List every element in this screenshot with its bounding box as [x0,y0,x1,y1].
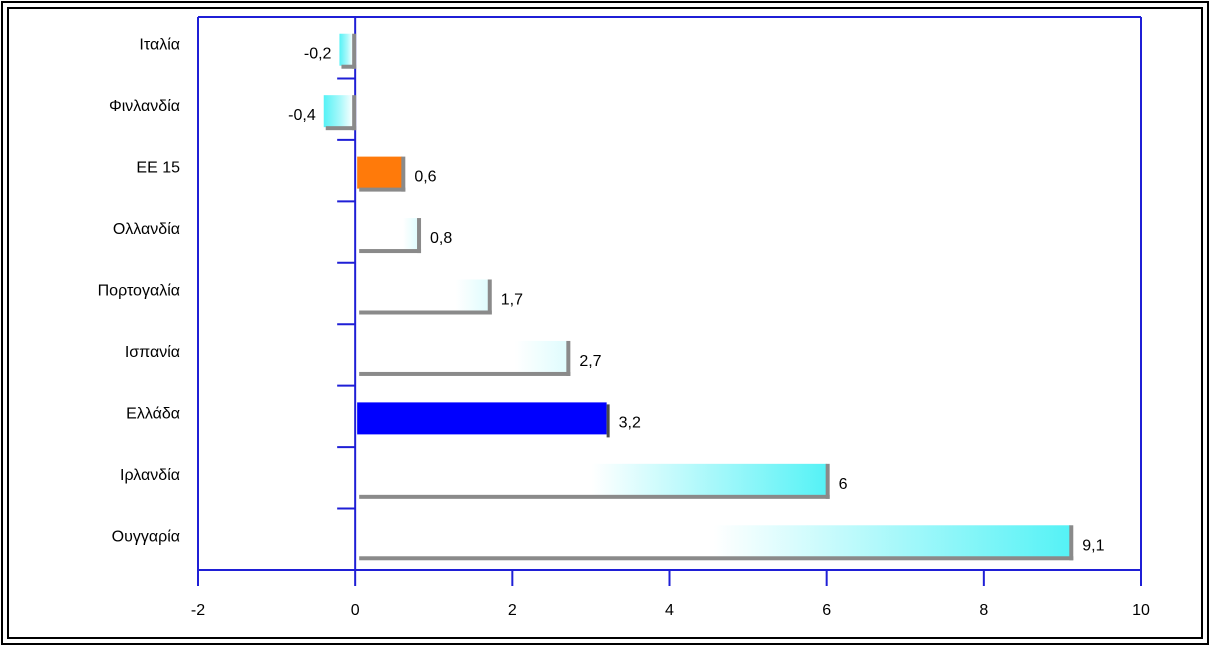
data-label: 9,1 [1082,537,1104,554]
bar-group [357,402,610,438]
bar[interactable] [357,402,607,435]
category-label: Ουγγαρία [112,528,180,545]
category-label: Ολλανδία [113,221,180,238]
x-tick-label: 10 [1132,602,1150,619]
inner-frame [7,7,1203,639]
x-tick-label: -2 [191,602,205,619]
data-label: 0,8 [430,230,452,247]
bar-shadow-bottom [359,249,422,254]
data-label: 0,6 [414,169,436,186]
bar-group [357,279,492,315]
bar-group [357,340,571,376]
bar-shadow-bottom [341,64,357,69]
category-label: Ισπανία [125,344,180,361]
bar-shadow-right [825,463,830,499]
data-label: 2,7 [579,353,601,370]
data-label: 1,7 [501,292,523,309]
x-tick-label: 6 [822,602,831,619]
bar[interactable] [339,33,354,66]
bar-group [339,33,357,69]
bar[interactable] [357,279,489,312]
bar[interactable] [357,463,827,496]
bar[interactable] [357,156,403,189]
data-label: 3,2 [619,414,641,431]
data-label: 6 [839,476,848,493]
x-tick-label: 8 [979,602,988,619]
bar-shadow-right [1069,525,1074,561]
bar-shadow-right [352,33,357,69]
bar-shadow-right [417,218,422,254]
category-label: Φινλανδία [109,98,180,115]
bar-shadow-right [566,340,571,376]
bar-shadow-bottom [359,310,492,315]
bar[interactable] [323,95,354,128]
bar-shadow-bottom [359,187,406,192]
bar[interactable] [357,218,419,251]
x-tick-label: 0 [351,602,360,619]
bar-group [357,463,830,499]
bar-shadow-right [401,156,406,192]
bar-shadow-bottom [325,126,357,131]
bar-shadow-bottom [359,494,830,499]
x-tick-label: 4 [665,602,674,619]
bar-group [357,156,406,192]
bar-shadow-right [352,95,357,131]
category-label: ΕΕ 15 [136,160,180,177]
bar-group [323,95,357,131]
bar-shadow-right [606,404,610,438]
x-tick-label: 2 [508,602,517,619]
bar[interactable] [357,525,1071,558]
category-label: Πορτογαλία [98,283,180,300]
data-label: -0,4 [288,107,316,124]
data-label: -0,2 [304,46,332,63]
bar-shadow-bottom [359,371,571,376]
bar-shadow-right [487,279,492,315]
category-label: Ιταλία [139,37,180,54]
bar[interactable] [357,340,568,373]
bar-group [357,525,1074,561]
bar-group [357,218,422,254]
category-label: Ελλάδα [126,405,180,422]
bar-shadow-bottom [359,556,1074,561]
category-label: Ιρλανδία [120,467,180,484]
